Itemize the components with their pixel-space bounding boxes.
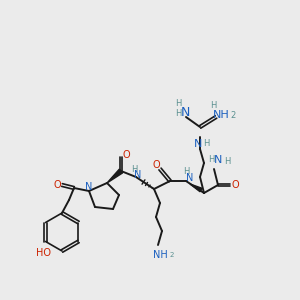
Text: H: H: [203, 139, 209, 148]
Text: NH: NH: [153, 250, 167, 260]
Text: H: H: [175, 98, 181, 107]
Text: N: N: [186, 173, 194, 183]
Text: O: O: [152, 160, 160, 170]
Text: 2: 2: [170, 252, 174, 258]
Text: N: N: [180, 106, 190, 119]
Text: N: N: [194, 139, 202, 149]
Text: O: O: [231, 180, 239, 190]
Text: N: N: [85, 182, 93, 192]
Text: 2: 2: [230, 112, 236, 121]
Text: H: H: [224, 157, 230, 166]
Text: H: H: [175, 109, 181, 118]
Text: H: H: [210, 100, 216, 109]
Text: O: O: [122, 150, 130, 160]
Text: H: H: [183, 167, 189, 176]
Polygon shape: [190, 184, 202, 192]
Text: NH: NH: [213, 110, 230, 120]
Text: H: H: [208, 155, 214, 164]
Text: HO: HO: [36, 248, 51, 257]
Text: H: H: [131, 164, 137, 173]
Text: O: O: [53, 180, 61, 190]
Polygon shape: [107, 169, 123, 183]
Text: N: N: [214, 155, 222, 165]
Text: N: N: [134, 170, 142, 180]
